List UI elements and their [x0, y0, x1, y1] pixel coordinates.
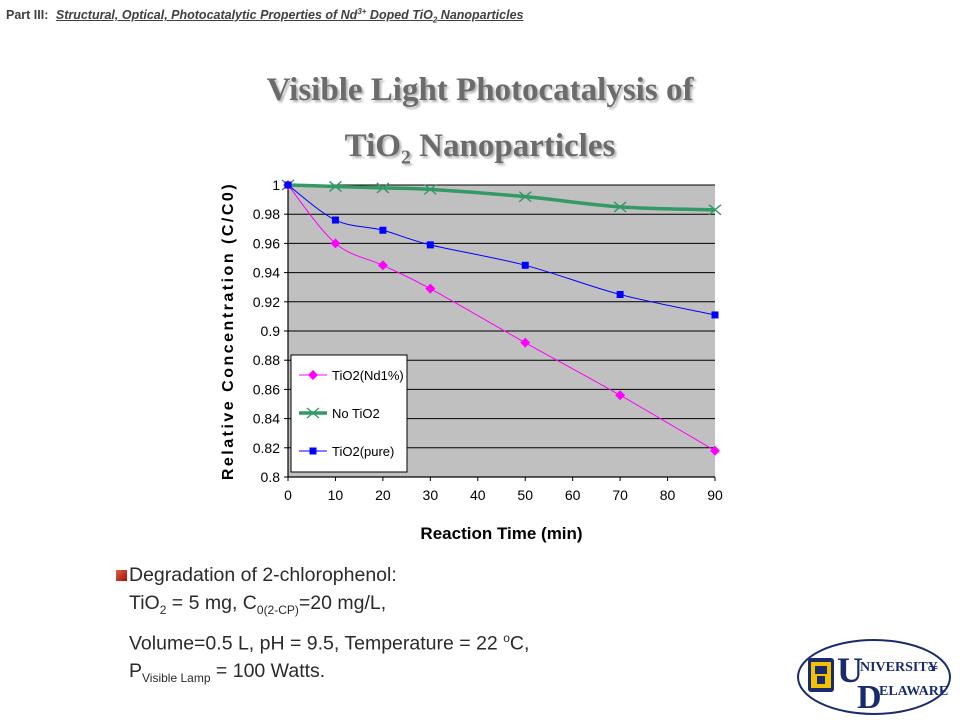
legend-label: No TiO2 [332, 406, 380, 421]
legend-label: TiO2(Nd1%) [332, 368, 404, 383]
notes-line-2-sub1: 2 [159, 602, 167, 617]
x-tick-label: 10 [328, 487, 344, 503]
notes-line-3-b: C, [509, 632, 530, 655]
x-axis-label: Reaction Time (min) [420, 524, 582, 543]
notes-line-2-b: = 5 mg, C [166, 592, 257, 614]
data-point [615, 390, 626, 401]
data-point [377, 260, 388, 271]
data-point [379, 226, 387, 234]
logo-initial-u: U [837, 650, 863, 690]
data-point [284, 181, 292, 189]
data-point [710, 445, 720, 456]
data-point [518, 191, 532, 203]
data-point [613, 201, 627, 213]
header-topic-text: Structural, Optical, Photocatalytic Prop… [55, 8, 358, 23]
notes-line-4: PVisible Lamp = 100 Watts. [116, 657, 529, 692]
y-axis-label: Relative Concentration (C/C0) [220, 182, 237, 480]
x-tick-label: 30 [423, 487, 439, 503]
line-chart: 0.80.820.840.860.880.90.920.940.960.9810… [220, 177, 723, 543]
y-tick-label: 0.8 [261, 469, 281, 485]
notes-line-2: TiO2 = 5 mg, C0(2-CP)=20 mg/L, [116, 589, 529, 624]
x-tick-label: 90 [707, 487, 723, 503]
title-line-1: Visible Light Photocatalysis of [266, 72, 694, 108]
logo-of: OF [928, 666, 938, 673]
y-tick-label: 0.88 [253, 352, 280, 368]
logo-initial-d: D [857, 679, 882, 716]
seal-icon [808, 658, 834, 692]
data-point [331, 216, 339, 224]
x-tick-label: 70 [612, 487, 628, 503]
title-line-2-post: Nanoparticles [410, 128, 616, 164]
logo-university: NIVERSITY [860, 660, 938, 675]
x-tick-label: 80 [660, 487, 676, 503]
legend-marker [306, 407, 320, 419]
y-tick-label: 0.82 [253, 440, 280, 456]
data-point [423, 183, 437, 195]
x-tick-label: 0 [284, 487, 292, 503]
legend-marker [308, 370, 318, 380]
notes-line-2-c: =20 mg/L, [298, 592, 387, 614]
data-point [425, 283, 436, 294]
data-point [376, 182, 390, 194]
data-point [426, 241, 434, 249]
notes-line-3: Volume=0.5 L, pH = 9.5, Temperature = 22… [116, 624, 529, 658]
title-line-2: TiO2 Nanoparticles [0, 118, 960, 186]
y-tick-label: 0.98 [253, 206, 280, 222]
title-line-2-pre: TiO [344, 128, 401, 164]
y-tick-label: 0.92 [253, 294, 280, 310]
y-tick-label: 0.9 [261, 323, 281, 339]
y-tick-label: 0.94 [253, 265, 280, 281]
data-point [520, 337, 531, 348]
notes-line-1: Degradation of 2-chlorophenol: [129, 564, 397, 586]
notes-line-3-a: Volume=0.5 L, pH = 9.5, Temperature = 22 [129, 632, 504, 655]
data-point [708, 204, 722, 216]
notes-line-2-sub2: 0(2-CP) [256, 602, 299, 617]
x-tick-label: 20 [375, 487, 391, 503]
header-topic-mid: Doped TiO [366, 8, 433, 23]
header-topic-sup: 3+ [357, 7, 367, 16]
bullet-icon [116, 570, 127, 581]
notes-line-2-a: TiO [129, 592, 160, 614]
x-tick-label: 50 [517, 487, 533, 503]
notes-line-3-sup: o [503, 630, 510, 645]
experiment-notes: Degradation of 2-chlorophenol: TiO2 = 5 … [116, 561, 529, 692]
data-point [328, 180, 342, 192]
y-tick-label: 1 [272, 177, 280, 193]
data-point [330, 238, 341, 249]
title-line-2-sub: 2 [400, 146, 411, 169]
header-topic-post: Nanoparticles [437, 8, 524, 23]
x-tick-label: 40 [470, 487, 486, 503]
y-tick-label: 0.96 [253, 235, 280, 251]
y-tick-label: 0.84 [253, 411, 280, 427]
logo-delaware: ELAWARE [879, 684, 948, 699]
header-topic: Structural, Optical, Photocatalytic Prop… [55, 7, 524, 25]
legend-label: TiO2(pure) [332, 444, 394, 459]
notes-line-4-sub: Visible Lamp [142, 671, 211, 686]
legend-marker [309, 447, 317, 455]
data-point [711, 311, 719, 319]
university-logo: U D NIVERSITY OF ELAWARE [797, 639, 951, 716]
x-tick-label: 60 [565, 487, 581, 503]
header-part: Part III: [6, 8, 49, 23]
slide-title: Visible Light Photocatalysis of TiO2 Nan… [0, 62, 960, 186]
slide-header: Part III: Structural, Optical, Photocata… [6, 7, 523, 25]
data-point [521, 261, 529, 269]
data-point [616, 291, 624, 298]
y-tick-label: 0.86 [253, 381, 280, 397]
notes-line-4-b: = 100 Watts. [210, 660, 326, 683]
notes-line-4-a: P [129, 660, 143, 683]
header-topic-sub: 2 [432, 15, 438, 25]
